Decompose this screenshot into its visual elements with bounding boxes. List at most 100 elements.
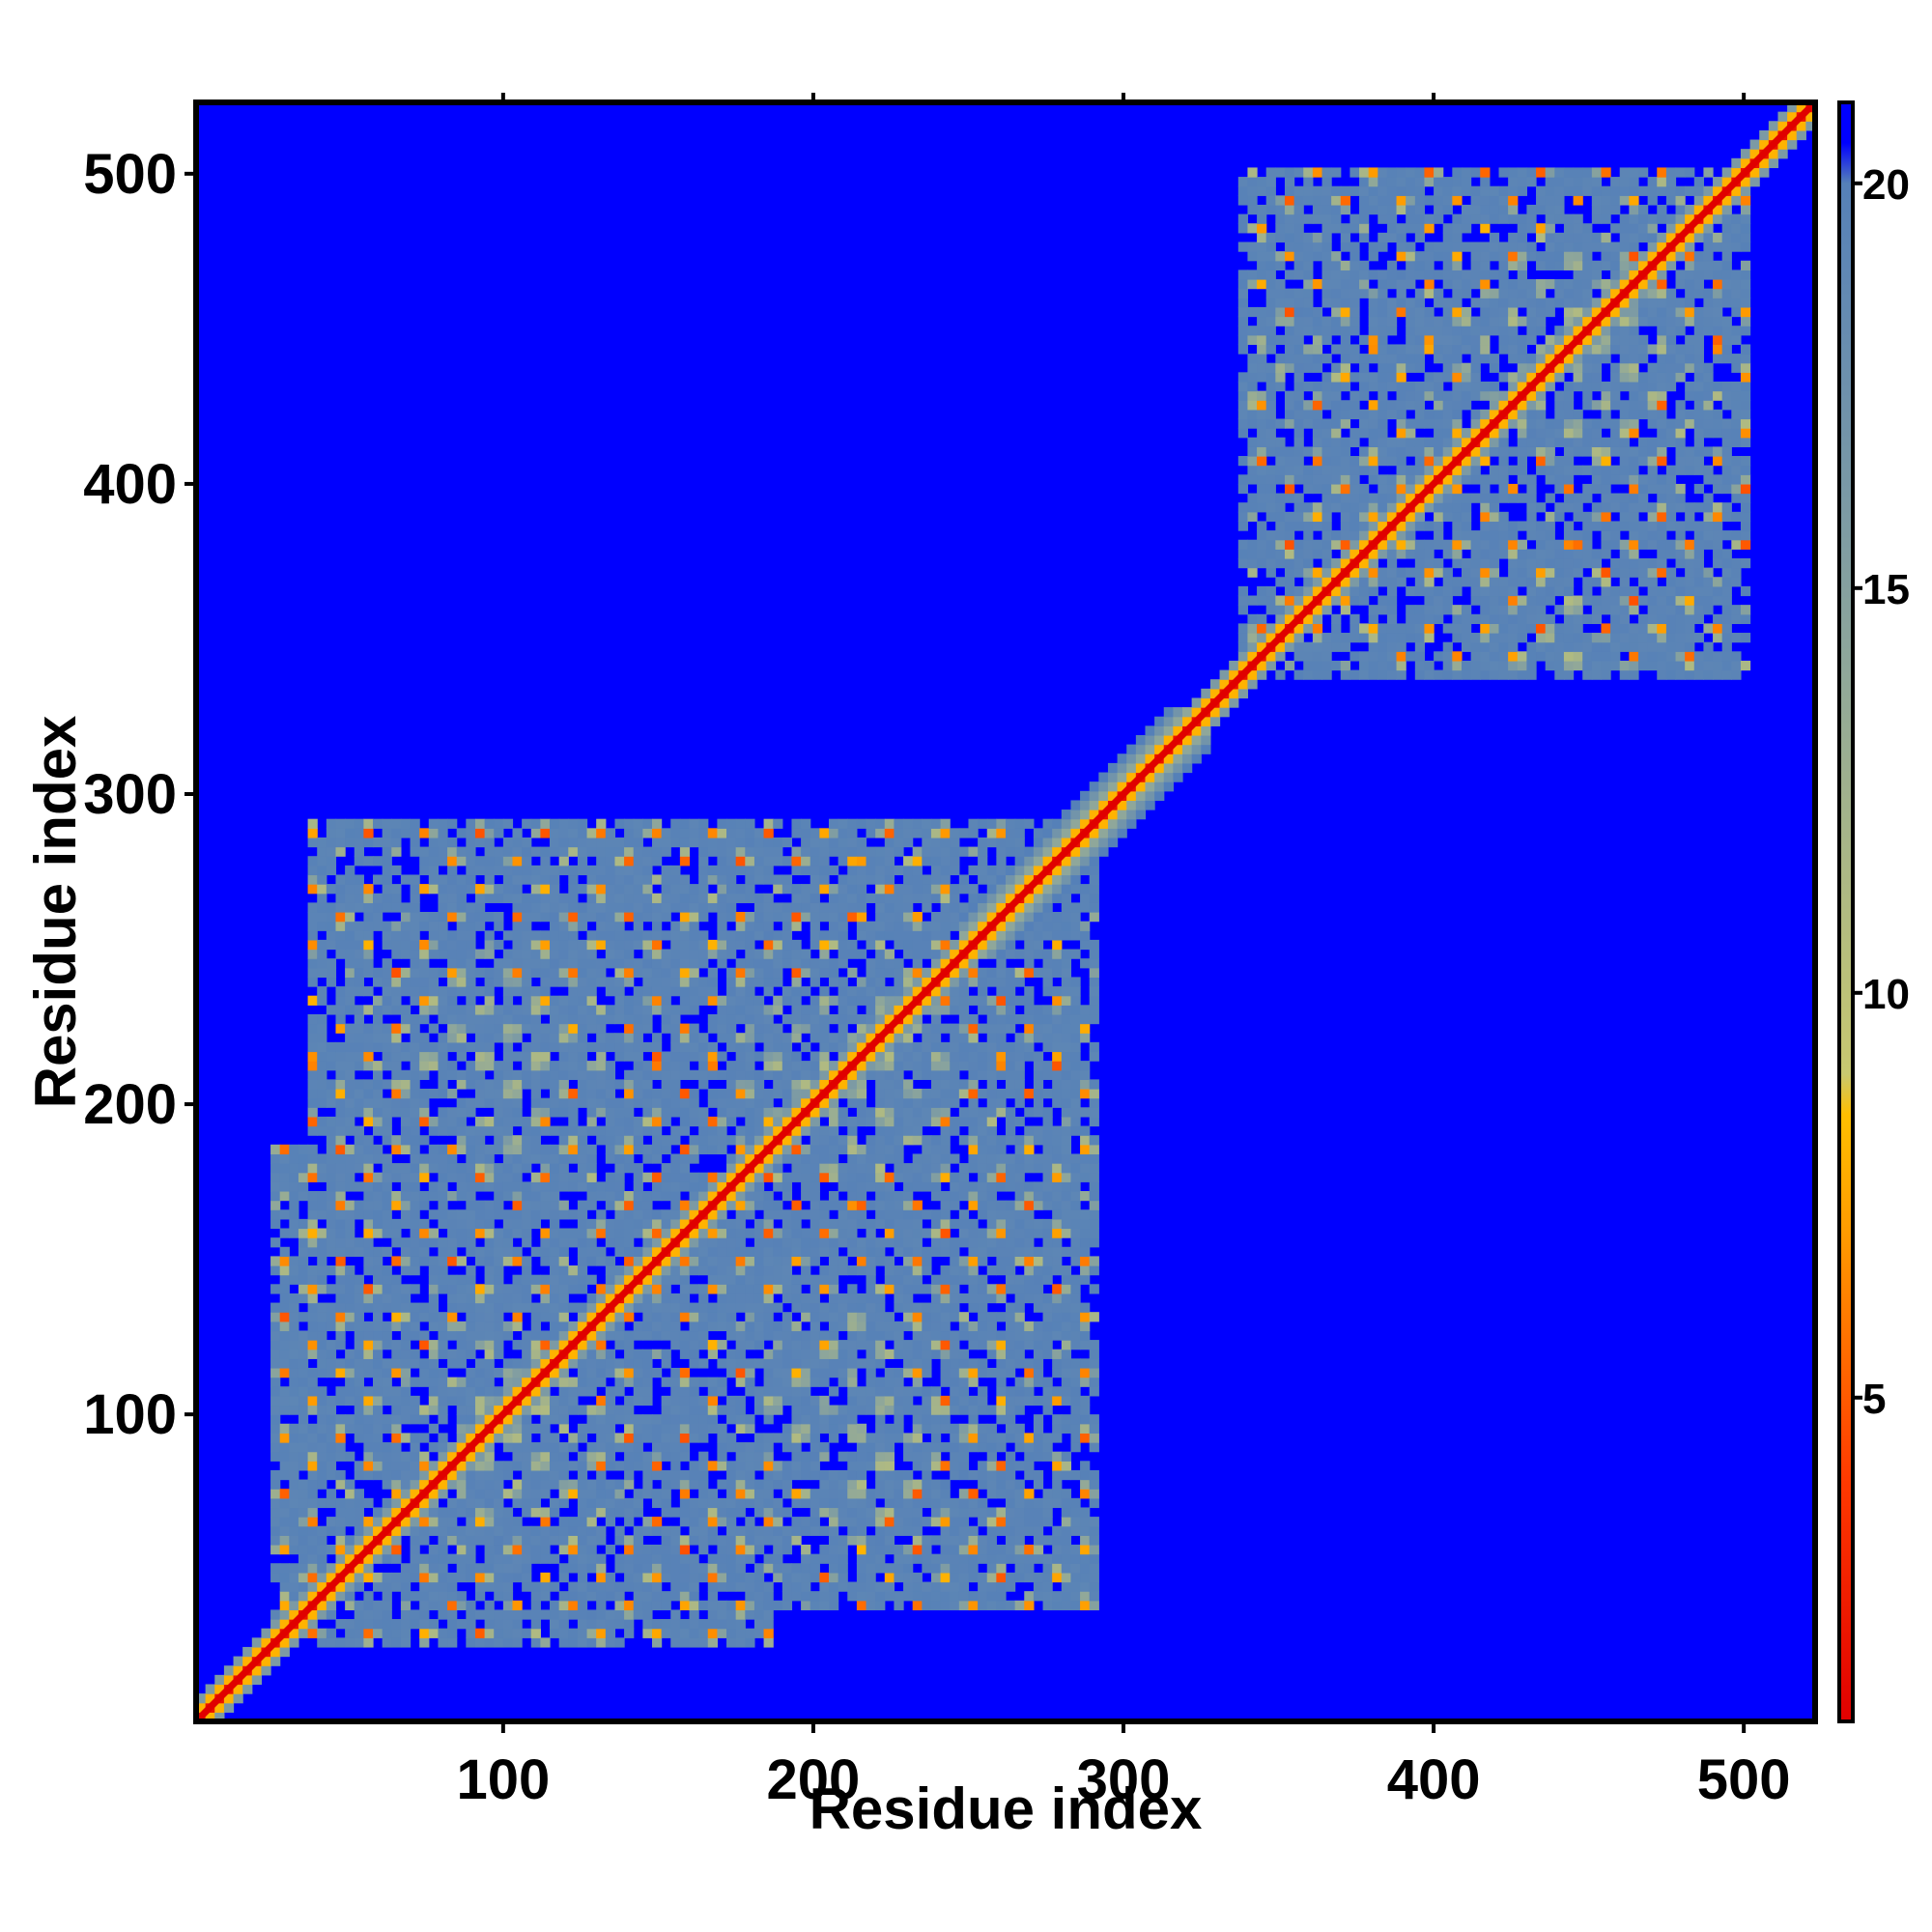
heatmap-cell [856,1116,867,1127]
heatmap-cell [670,1423,681,1434]
heatmap-cell [847,1033,858,1043]
heatmap-cell [605,1461,616,1471]
heatmap-cell [307,1423,318,1434]
heatmap-cell [856,1293,867,1304]
heatmap-cell [735,1442,746,1453]
heatmap-cell [773,912,783,923]
heatmap-cell [689,884,699,895]
heatmap-cell [307,1228,318,1238]
heatmap-cell [596,818,607,829]
heatmap-cell [679,1107,691,1118]
heatmap-cell [726,1349,737,1359]
heatmap-cell [270,1163,281,1174]
heatmap-cell [354,1535,364,1546]
heatmap-cell [884,1525,895,1536]
heatmap-cell [550,967,560,979]
heatmap-cell [810,1572,820,1583]
heatmap-cell [642,1525,653,1536]
heatmap-cell [382,1181,392,1192]
heatmap-cell [651,1172,663,1182]
heatmap-cell [745,1497,755,1509]
heatmap-cell [735,1125,746,1136]
heatmap-cell [466,1563,476,1574]
heatmap-cell [428,1209,440,1220]
heatmap-cell [307,865,318,876]
heatmap-cell [317,939,327,951]
heatmap-cell [522,1479,532,1490]
heatmap-cell [679,1163,691,1174]
heatmap-cell [558,1358,569,1369]
heatmap-cell [298,1293,309,1304]
heatmap-cell [428,1163,440,1174]
heatmap-cell [540,1442,551,1453]
heatmap-cell [726,1256,737,1266]
heatmap-cell [335,828,346,838]
heatmap-cell [884,1386,895,1397]
heatmap-cell [801,1144,811,1155]
heatmap-cell [298,1163,309,1174]
heatmap-cell [773,1469,783,1481]
heatmap-cell [326,1061,337,1071]
heatmap-cell [354,977,364,987]
heatmap-cell [894,1005,904,1015]
heatmap-cell [474,1517,486,1527]
heatmap-cell [801,1544,811,1555]
heatmap-cell [484,1442,495,1453]
heatmap-cell [540,865,551,876]
heatmap-cell [456,1572,467,1583]
heatmap-cell [550,1619,560,1630]
heatmap-cell [894,977,904,987]
heatmap-cell [753,1507,765,1518]
heatmap-cell [494,1125,504,1136]
heatmap-cell [540,1284,551,1294]
heatmap-cell [894,1525,904,1536]
heatmap-cell [502,1051,514,1062]
heatmap-cell [345,1591,355,1602]
heatmap-cell [307,1340,318,1350]
heatmap-cell [875,1172,886,1182]
heatmap-cell [373,1293,384,1304]
heatmap-cell [884,912,895,923]
heatmap-cell [596,1609,607,1620]
heatmap-cell [530,1153,541,1164]
heatmap-cell [251,1637,263,1648]
heatmap-cell [689,1172,699,1182]
heatmap-cell [726,1414,737,1425]
heatmap-cell [605,1544,616,1555]
heatmap-cell [642,818,653,829]
heatmap-cell [670,1209,681,1220]
heatmap-cell [522,1284,532,1294]
heatmap-cell [828,1302,839,1313]
heatmap-cell [373,1125,384,1136]
heatmap-cell [456,1237,467,1248]
heatmap-cell [577,1218,588,1230]
heatmap-cell [233,1693,243,1704]
heatmap-cell [279,1153,290,1164]
heatmap-cell [456,1069,467,1080]
heatmap-cell [707,986,718,997]
heatmap-cell [577,837,588,848]
heatmap-cell [326,1144,337,1155]
heatmap-cell [847,1321,858,1332]
heatmap-cell [363,1051,374,1062]
heatmap-cell [373,1284,384,1294]
heatmap-cell [400,1005,412,1015]
heatmap-cell [661,1256,671,1266]
heatmap-cell [661,1144,671,1155]
heatmap-cell [373,1358,384,1369]
heatmap-cell [484,1517,495,1527]
heatmap-cell [763,1312,774,1322]
heatmap-cell [717,939,727,951]
heatmap-cell [363,1107,374,1118]
heatmap-cell [335,1135,346,1146]
heatmap-cell [801,1163,811,1174]
heatmap-cell [866,1218,876,1230]
heatmap-cell [307,1293,318,1304]
heatmap-cell [791,1330,802,1341]
heatmap-cell [558,1405,569,1415]
heatmap-cell [875,902,886,913]
heatmap-cell [577,1479,588,1490]
heatmap-cell [726,977,737,987]
heatmap-cell [753,1005,765,1015]
heatmap-cell [810,1469,820,1481]
